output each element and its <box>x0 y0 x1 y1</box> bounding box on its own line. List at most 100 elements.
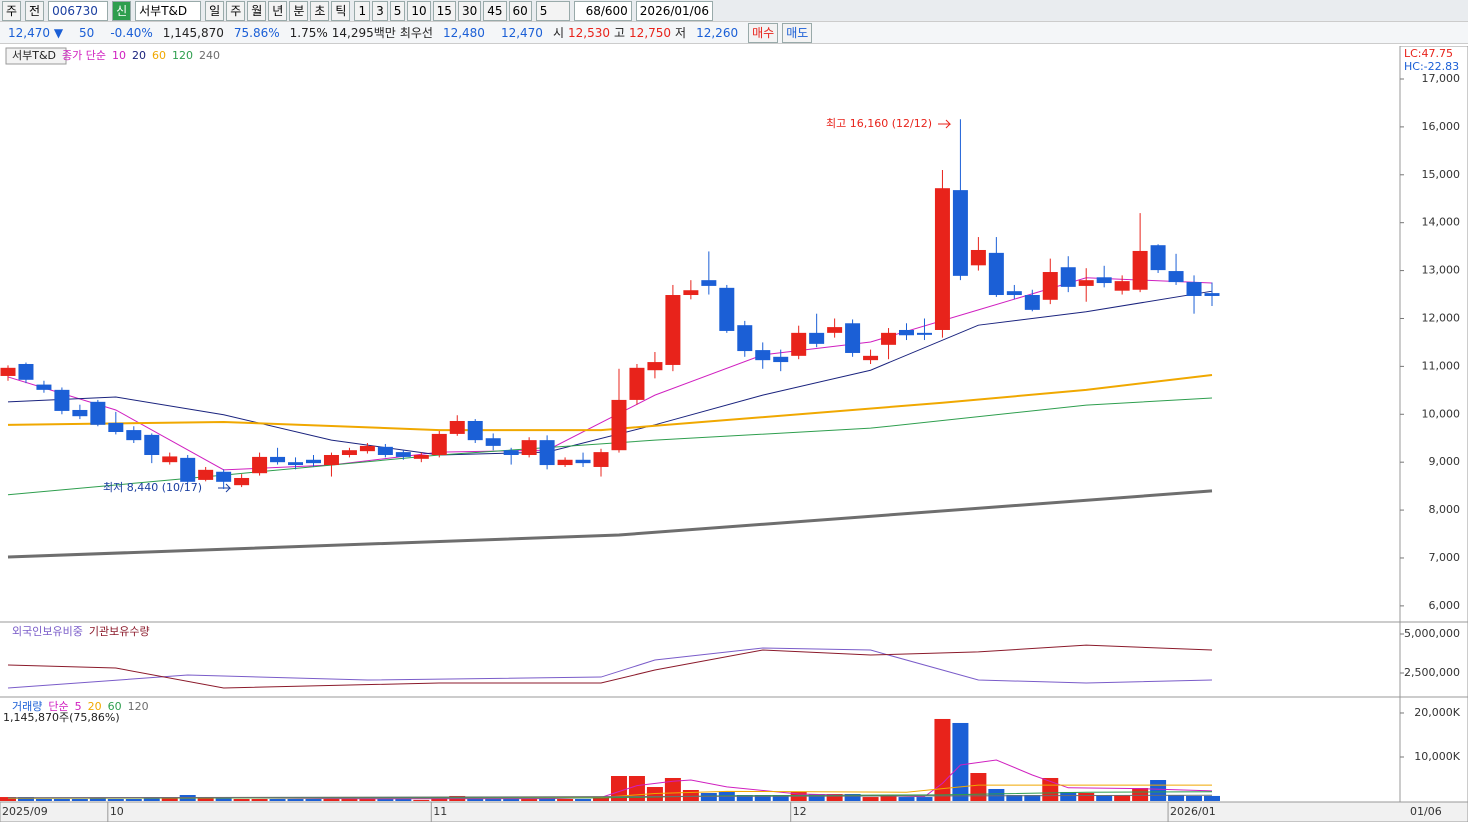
line <box>8 791 1213 799</box>
volume-bar <box>71 799 88 801</box>
interval[interactable]: 1 <box>354 0 371 21</box>
y-tick-label: 15,000 <box>1422 168 1461 181</box>
y-tick-label: 13,000 <box>1422 264 1461 277</box>
volume-bar <box>844 794 861 801</box>
volume-bar <box>35 799 52 801</box>
legend-entry: 120 <box>128 700 149 713</box>
y-tick-label: 20,000K <box>1414 706 1460 719</box>
axis-column <box>1399 46 1468 822</box>
candle-body <box>90 401 106 425</box>
period[interactable]: 일 <box>205 0 225 21</box>
price-value: 12,470 <box>8 25 50 40</box>
range: 68/600 <box>573 0 632 21</box>
volume-bar <box>1132 788 1149 801</box>
interval[interactable]: 5 <box>389 0 406 21</box>
candle-body <box>1006 291 1022 296</box>
stock-name[interactable]: 서부T&D <box>135 0 202 21</box>
candle-body <box>988 252 1004 296</box>
legend-entry: 120 <box>172 49 193 62</box>
candle-body <box>881 332 897 345</box>
interval[interactable]: 15 <box>432 0 456 21</box>
prev[interactable]: 전 <box>25 0 45 21</box>
x-tick-label: 12 <box>793 805 807 818</box>
volume-bar <box>269 799 286 801</box>
interval[interactable]: 3 <box>372 0 388 21</box>
volume-bar <box>772 795 789 801</box>
interval[interactable]: 30 <box>457 0 482 21</box>
interval[interactable]: 10 <box>407 0 431 21</box>
volume-bar <box>125 799 142 801</box>
candle-body <box>575 459 591 464</box>
x-tick-label: 2026/01 <box>1170 805 1216 818</box>
period[interactable]: 년 <box>268 0 288 21</box>
legend-title: 종가 단순 <box>62 49 106 62</box>
y-tick-label: 5,000,000 <box>1404 627 1460 640</box>
period[interactable]: 주 <box>226 0 246 21</box>
candle-body <box>377 446 393 455</box>
candle-body <box>845 323 861 353</box>
interval[interactable]: 60 <box>508 0 532 21</box>
sell-button[interactable]: 매도 <box>782 22 813 43</box>
volume-bar <box>251 799 268 801</box>
x-tick-label: 11 <box>433 805 447 818</box>
low: 12,260 <box>696 25 739 40</box>
candle-body <box>701 280 717 286</box>
volume-bar <box>467 798 484 801</box>
open-label: 시 <box>552 26 564 40</box>
candle-body <box>162 456 178 463</box>
candle-body <box>1096 277 1112 284</box>
period[interactable]: 초 <box>310 0 330 21</box>
candle-body <box>431 433 447 455</box>
candle-body <box>126 430 142 441</box>
volume-bar <box>521 799 538 801</box>
volume-bar <box>682 789 699 801</box>
volume-bar <box>970 773 987 801</box>
period[interactable]: 월 <box>247 0 267 21</box>
legend-box <box>5 47 67 65</box>
y-tick-label: 7,000 <box>1429 551 1461 564</box>
arrow <box>218 483 232 493</box>
legend-entry: 5 <box>75 700 82 713</box>
period[interactable]: 분 <box>289 0 309 21</box>
volume-bar <box>1204 795 1220 801</box>
volume-bar <box>287 799 304 801</box>
candle-body <box>593 452 609 467</box>
y-tick-label: 16,000 <box>1422 120 1461 133</box>
period[interactable]: 틱 <box>331 0 351 21</box>
high: 12,750 <box>629 25 672 40</box>
y-tick-label: 12,000 <box>1422 311 1461 324</box>
volume-ratio: 75.86% <box>233 25 280 40</box>
open: 12,530 <box>568 25 610 40</box>
legend-entry: 20 <box>88 700 102 713</box>
legend-entry: 20 <box>132 49 146 62</box>
interval[interactable]: 45 <box>483 0 507 21</box>
candle-body <box>539 440 555 466</box>
candle-body <box>485 438 501 446</box>
market[interactable]: 주 <box>2 0 22 21</box>
code[interactable]: 006730 <box>48 0 109 21</box>
line <box>7 489 1213 559</box>
candle-body <box>809 332 825 344</box>
candle-body <box>1186 282 1202 296</box>
buy-button[interactable]: 매수 <box>748 22 779 43</box>
volume-bar <box>377 799 394 801</box>
volume-bar <box>539 798 556 801</box>
candle-body <box>252 456 268 474</box>
volume-bar <box>826 794 843 801</box>
volume-bar <box>1096 795 1113 801</box>
badge: 신 <box>112 0 132 21</box>
candle-body <box>54 389 70 411</box>
indicator: LC:47.75 <box>1404 47 1453 60</box>
volume-bar <box>664 777 681 801</box>
candle-body <box>234 477 250 486</box>
arrow <box>938 119 952 129</box>
y-tick-label: 11,000 <box>1422 359 1461 372</box>
count[interactable]: 5 <box>535 0 570 21</box>
volume-bar <box>1006 795 1023 801</box>
date[interactable]: 2026/01/06 <box>635 0 713 21</box>
y-tick-label: 14,000 <box>1422 216 1461 229</box>
volume-bar <box>898 797 915 801</box>
volume-bar <box>485 799 502 801</box>
high-label: 고 <box>614 26 626 40</box>
